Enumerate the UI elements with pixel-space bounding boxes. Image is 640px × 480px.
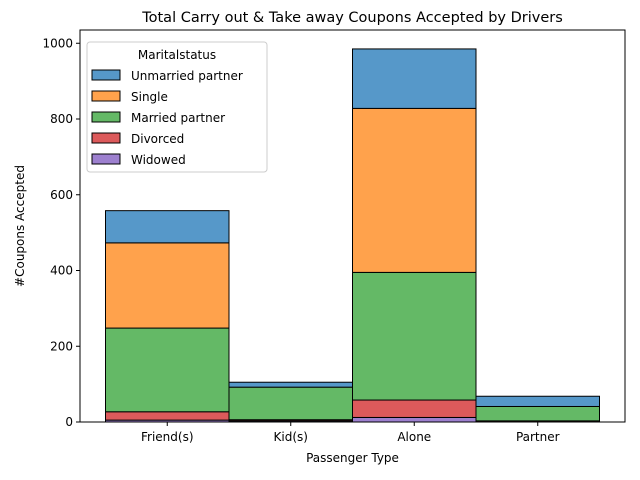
legend-label-single: Single [131, 90, 168, 104]
legend-swatch-unmarried-partner [91, 69, 121, 81]
legend-swatch-married-partner [91, 111, 121, 123]
x-tick-label: Kid(s) [274, 430, 308, 444]
bar-segment-divorced-friends [105, 411, 230, 421]
legend-swatch-widowed [91, 153, 121, 165]
x-axis: Friend(s) Kid(s) Alone Partner [141, 422, 560, 444]
legend-label-divorced: Divorced [131, 132, 184, 146]
bar-segment-divorced-alone [352, 399, 477, 418]
legend-label-unmarried-partner: Unmarried partner [131, 69, 243, 83]
chart-title: Total Carry out & Take away Coupons Acce… [141, 10, 563, 26]
y-tick-label: 200 [50, 339, 73, 353]
x-axis-label: Passenger Type [306, 451, 399, 465]
bar-segment-unmarried-partner-kids [228, 381, 353, 388]
bars-layer [105, 48, 600, 423]
bar-segment-married-partner-alone [352, 271, 477, 401]
x-tick-label: Alone [397, 430, 431, 444]
bar-segment-widowed-alone [352, 416, 477, 423]
bar-segment-single-alone [352, 107, 477, 273]
bar-segment-unmarried-partner-alone [352, 48, 477, 109]
bar-segment-married-partner-partner [475, 405, 600, 422]
x-tick-label: Friend(s) [141, 430, 194, 444]
legend-label-widowed: Widowed [131, 153, 186, 167]
bar-segment-single-friends [105, 242, 230, 329]
legend: Maritalstatus Unmarried partner Single Mar… [86, 41, 268, 173]
legend-title: Maritalstatus [138, 48, 216, 62]
y-axis: 0 200 400 600 800 1000 [42, 36, 80, 429]
y-tick-label: 600 [50, 188, 73, 202]
y-tick-label: 400 [50, 264, 73, 278]
x-tick-label: Partner [516, 430, 560, 444]
y-tick-label: 0 [65, 415, 73, 429]
plot-frame [79, 29, 626, 423]
bar-segment-married-partner-kids [228, 386, 353, 421]
bar-segment-unmarried-partner-partner [475, 395, 600, 407]
legend-label-married-partner: Married partner [131, 111, 225, 125]
legend-box [86, 41, 268, 173]
bar-segment-married-partner-friends [105, 327, 230, 413]
y-axis-label: #Coupons Accepted [13, 165, 27, 287]
y-tick-label: 1000 [42, 36, 73, 50]
legend-swatch-single [91, 90, 121, 102]
legend-swatch-divorced [91, 132, 121, 144]
y-tick-label: 800 [50, 112, 73, 126]
bar-segment-unmarried-partner-friends [105, 210, 230, 244]
